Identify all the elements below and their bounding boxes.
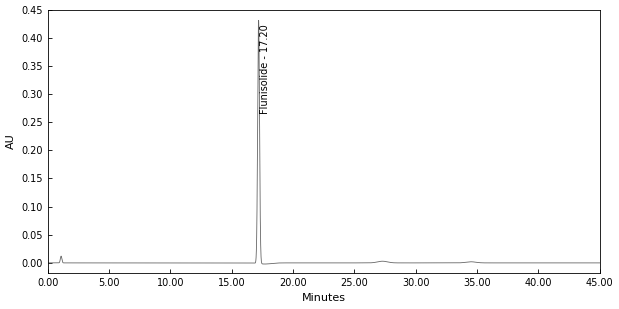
X-axis label: Minutes: Minutes bbox=[301, 294, 345, 303]
Y-axis label: AU: AU bbox=[6, 133, 15, 149]
Text: Flunisolide - 17.20: Flunisolide - 17.20 bbox=[260, 24, 270, 114]
